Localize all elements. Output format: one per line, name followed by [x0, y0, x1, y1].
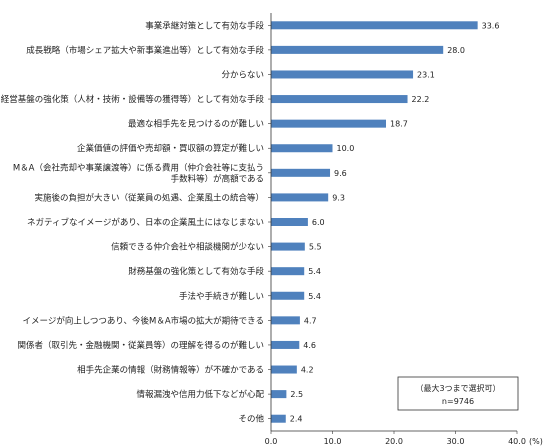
- bar-value-label: 18.7: [390, 120, 408, 129]
- category-label: ネガティブなイメージがあり、日本の企業風土にはなじまない: [27, 217, 264, 228]
- bar: [271, 365, 297, 374]
- category-label: イメージが向上しつつあり、今後M＆A市場の拡大が期待できる: [23, 315, 264, 326]
- bar: [271, 119, 386, 128]
- bar-value-label: 10.0: [337, 144, 355, 153]
- bar-value-label: 2.4: [290, 415, 303, 424]
- category-label: 最適な相手先を見つけるのが難しい: [128, 119, 264, 130]
- bar: [271, 95, 408, 104]
- x-axis: 0.0 10.0 20.0 30.0 40.0 (%): [265, 13, 543, 446]
- bar-value-label: 22.2: [412, 95, 430, 104]
- category-label: 財務基盤の強化策として有効な手段: [128, 266, 264, 277]
- bar: [271, 168, 331, 177]
- category-label: 手数料等）が高額である: [171, 173, 264, 184]
- x-tick-label: 20.0: [385, 437, 403, 446]
- value-labels: 33.6 28.0 23.1 22.2 18.7 10.0 9.6 9.3 6.0 5.5 5.4 5…: [290, 21, 500, 423]
- category-label: M＆A（会社売却や事業譲渡等）に係る費用（仲介会社等に支払う: [13, 162, 264, 173]
- category-label: 相手先企業の情報（財務情報等）が不確かである: [77, 365, 264, 376]
- category-label: 情報漏洩や信用力低下などが心配: [136, 389, 264, 400]
- bar: [271, 144, 333, 153]
- annotation-line-1: （最大3つまで選択可）: [415, 383, 500, 393]
- bar-value-label: 5.4: [308, 292, 321, 301]
- bar-value-label: 33.6: [482, 21, 500, 30]
- bar-value-label: 9.6: [334, 169, 347, 178]
- bar: [271, 267, 305, 276]
- bar: [271, 21, 478, 30]
- bar: [271, 316, 300, 325]
- bar: [271, 45, 444, 54]
- bar-value-label: 6.0: [312, 218, 325, 227]
- category-label: 企業価値の評価や売却額・買収額の算定が難しい: [77, 143, 264, 154]
- category-label: 分からない: [221, 70, 264, 80]
- bar: [271, 390, 287, 399]
- x-tick-label: 40.0: [508, 437, 526, 446]
- category-label: その他: [238, 414, 264, 425]
- x-tick-label: 30.0: [447, 437, 465, 446]
- annotation-line-2: n=9746: [442, 397, 474, 406]
- bar: [271, 242, 305, 251]
- category-label: 成長戦略（市場シェア拡大や新事業進出等）として有効な手段: [26, 45, 264, 56]
- bar-value-label: 2.5: [290, 390, 303, 399]
- category-label: 事業承継対策として有効な手段: [145, 20, 264, 31]
- annotation-frame: [397, 376, 519, 411]
- bar-value-label: 5.5: [309, 243, 322, 252]
- bar: [271, 291, 305, 300]
- bar-value-label: 23.1: [417, 70, 435, 79]
- bar: [271, 340, 300, 349]
- bar: [271, 193, 329, 202]
- category-label: 手法や手続きが難しい: [179, 291, 264, 302]
- category-label: 信頼できる仲介会社や相談機関が少ない: [111, 242, 264, 253]
- x-tick-label: 0.0: [265, 437, 278, 446]
- bar-value-label: 5.4: [308, 267, 321, 276]
- category-label: 経営基盤の強化策（人材・技術・設備等の獲得等）として有効な手段: [1, 94, 265, 105]
- category-label: 実施後の負担が大きい（従業員の処遇、企業風土の統合等）: [34, 192, 264, 203]
- x-unit-label: (%): [529, 437, 543, 446]
- bar: [271, 218, 308, 226]
- bar-value-label: 4.2: [301, 366, 314, 375]
- bars-group: [271, 21, 478, 423]
- bar-value-label: 4.7: [304, 316, 317, 325]
- category-labels: 事業承継対策として有効な手段成長戦略（市場シェア拡大や新事業進出等）として有効な…: [1, 20, 265, 424]
- annotation-box: （最大3つまで選択可） n=9746: [397, 376, 519, 411]
- x-tick-label: 10.0: [324, 437, 342, 446]
- bar-value-label: 9.3: [332, 193, 345, 202]
- category-label: 関係者（取引先・金融機関・従業員等）の理解を得るのが難しい: [17, 340, 264, 351]
- bar: [271, 414, 286, 423]
- bar-value-label: 4.6: [303, 341, 316, 350]
- bar-value-label: 28.0: [447, 46, 465, 55]
- bar: [271, 70, 414, 79]
